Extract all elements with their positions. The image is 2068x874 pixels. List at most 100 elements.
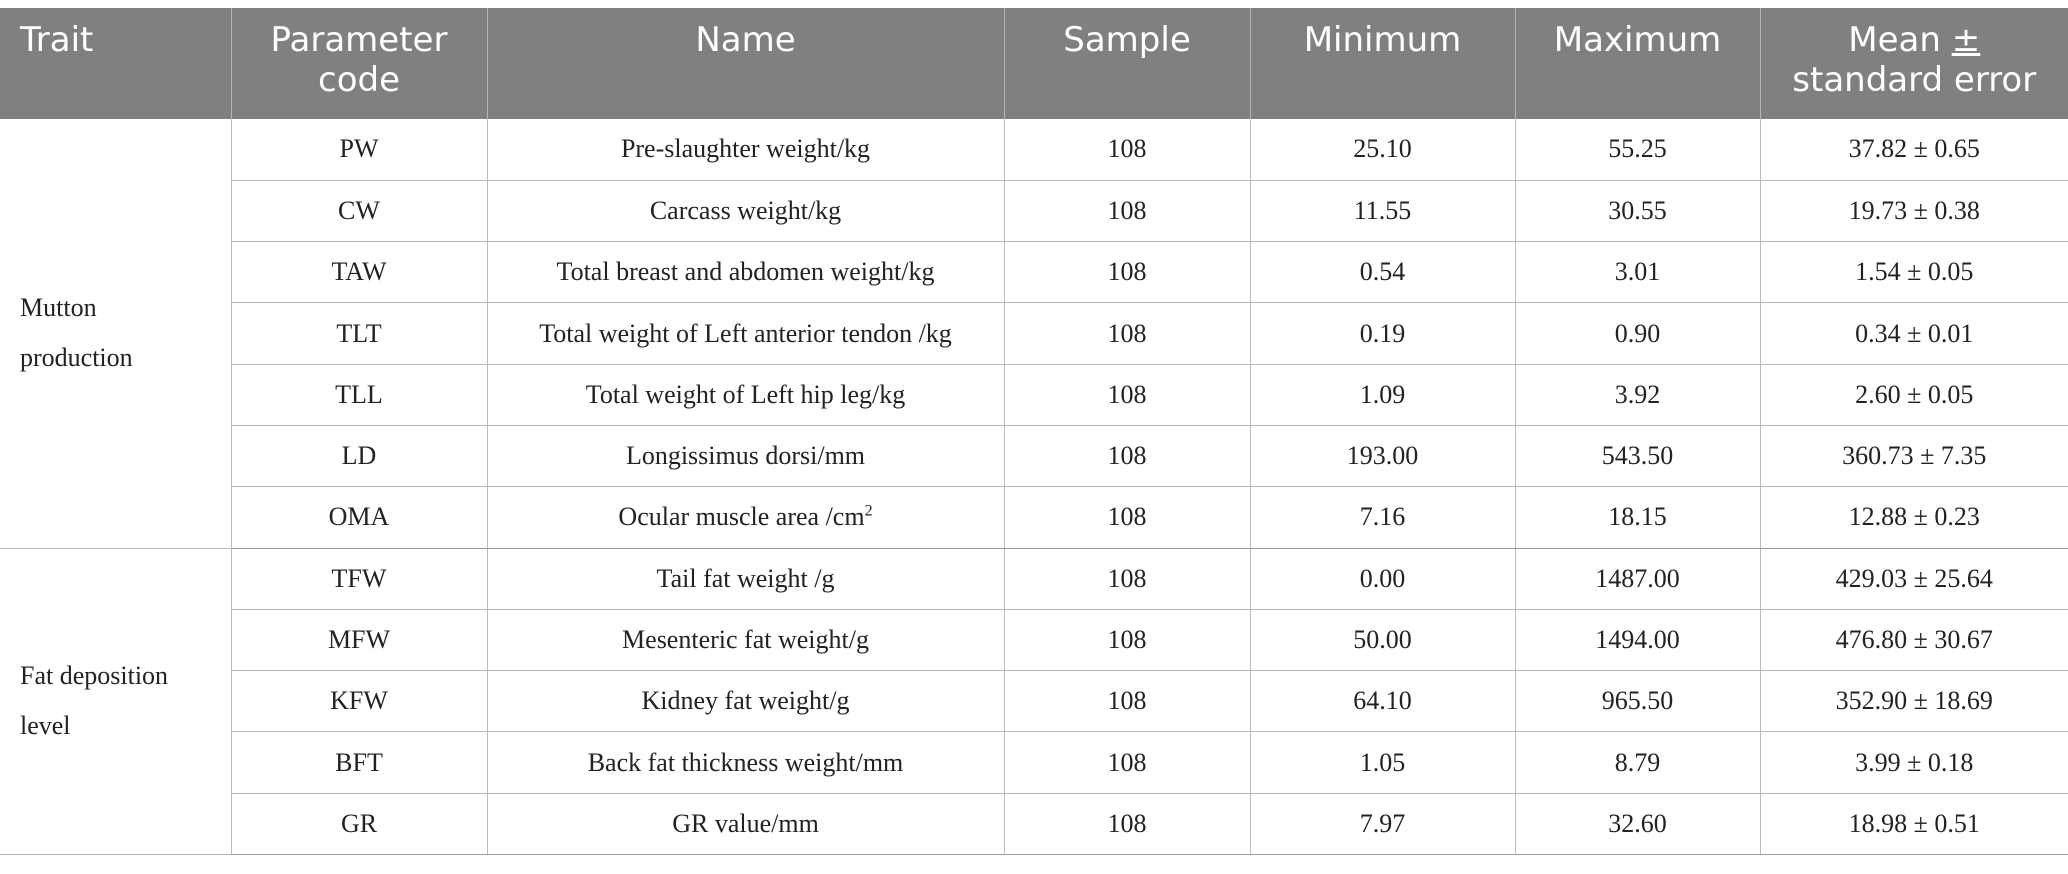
mean-se-cell: 476.80 ± 30.67: [1759, 609, 2068, 672]
maximum-cell-text: 965.50: [1601, 686, 1674, 716]
table-body: Mutton production PW Pre-slaughter weight/k…: [0, 119, 2068, 856]
parameter-code-cell-text: TLL: [335, 379, 383, 409]
parameter-code-cell-text: GR: [340, 808, 378, 838]
sample-cell: 108: [1003, 425, 1250, 488]
parameter-code-cell-text: MFW: [327, 625, 391, 655]
sample-cell: 108: [1003, 180, 1250, 243]
data-table: Trait Parameter code Name Sample Minimum …: [0, 8, 2068, 856]
name-cell: Ocular muscle area /cm2: [486, 486, 1004, 549]
maximum-cell-text: 543.50: [1601, 441, 1674, 471]
minimum-cell-text: 1.09: [1359, 379, 1406, 409]
name-cell-text: Total breast and abdomen weight/kg: [556, 257, 935, 287]
mean-se-cell: 2.60 ± 0.05: [1759, 364, 2068, 426]
mean-se-cell-text: 3.99 ± 0.18: [1855, 747, 1974, 777]
maximum-cell: 32.60: [1514, 793, 1760, 856]
minimum-cell: 11.55: [1249, 180, 1515, 243]
maximum-cell: 965.50: [1514, 670, 1760, 733]
table-row: TLT Total weight of Left anterior tendon …: [0, 302, 2068, 365]
table-row: CW Carcass weight/kg 108 11.55 30.55 19.73 ± …: [0, 180, 2068, 243]
header-mean-se: Mean ± standard error: [1759, 8, 2068, 119]
minimum-cell: 193.00: [1249, 425, 1515, 488]
mean-se-cell: 1.54 ± 0.05: [1759, 241, 2068, 304]
name-cell: Kidney fat weight/g: [486, 670, 1004, 733]
mean-se-cell-text: 37.82 ± 0.65: [1848, 134, 1980, 164]
name-cell: Longissimus dorsi/mm: [486, 425, 1004, 488]
minimum-cell-text: 64.10: [1353, 686, 1412, 716]
table-row: MFW Mesenteric fat weight/g 108 50.00 1494.0…: [0, 609, 2068, 672]
maximum-cell-text: 1494.00: [1595, 625, 1680, 655]
name-cell: Tail fat weight /g: [486, 548, 1004, 610]
header-row: Trait Parameter code Name Sample Minimum …: [0, 8, 2068, 119]
header-parameter-code: Parameter code: [230, 8, 487, 119]
table-header: Trait Parameter code Name Sample Minimum …: [0, 8, 2068, 119]
header-standard-error-label: standard error: [1792, 60, 2037, 100]
name-cell-text: Tail fat weight /g: [656, 563, 835, 593]
parameter-code-cell-text: TLT: [336, 318, 382, 348]
parameter-code-cell-text: TAW: [331, 257, 387, 287]
sample-cell: 108: [1003, 548, 1250, 610]
trait-label-line1: Mutton: [20, 293, 97, 323]
name-cell: Total weight of Left anterior tendon /kg: [486, 302, 1004, 365]
minimum-cell-text: 193.00: [1346, 441, 1419, 471]
name-cell-text: Mesenteric fat weight/g: [622, 625, 869, 655]
header-parameter-code-line2: code: [318, 60, 400, 100]
parameter-code-cell: KFW: [230, 670, 487, 733]
sample-cell: 108: [1003, 364, 1250, 426]
name-cell-text: Longissimus dorsi/mm: [625, 441, 866, 471]
mean-se-cell: 12.88 ± 0.23: [1759, 486, 2068, 549]
sample-cell-text: 108: [1107, 441, 1147, 471]
sample-cell: 108: [1003, 793, 1250, 856]
maximum-cell: 3.92: [1514, 364, 1760, 426]
parameter-code-cell: GR: [230, 793, 487, 856]
table-row: TLL Total weight of Left hip leg/kg 108 1.0…: [0, 364, 2068, 426]
minimum-cell-text: 25.10: [1353, 134, 1412, 164]
sample-cell-text: 108: [1107, 257, 1147, 287]
sample-cell: 108: [1003, 241, 1250, 304]
sample-cell-text: 108: [1107, 808, 1147, 838]
minimum-cell-text: 7.16: [1359, 502, 1406, 532]
mean-se-cell-text: 1.54 ± 0.05: [1855, 257, 1974, 287]
parameter-code-cell: MFW: [230, 609, 487, 672]
header-minimum: Minimum: [1249, 8, 1515, 119]
maximum-cell: 3.01: [1514, 241, 1760, 304]
parameter-code-cell-text: PW: [339, 134, 379, 164]
minimum-cell: 0.00: [1249, 548, 1515, 610]
sample-cell-text: 108: [1107, 563, 1147, 593]
name-cell-text: Carcass weight/kg: [649, 195, 842, 225]
parameter-code-cell-text: KFW: [330, 686, 388, 716]
header-sample: Sample: [1003, 8, 1250, 119]
parameter-code-cell: TFW: [230, 548, 487, 610]
sample-cell: 108: [1003, 670, 1250, 733]
mean-se-cell: 18.98 ± 0.51: [1759, 793, 2068, 856]
maximum-cell: 55.25: [1514, 119, 1760, 181]
name-cell: Mesenteric fat weight/g: [486, 609, 1004, 672]
sample-cell: 108: [1003, 119, 1250, 181]
sample-cell-text: 108: [1107, 686, 1147, 716]
maximum-cell: 1494.00: [1514, 609, 1760, 672]
header-mean-label: Mean: [1848, 20, 1952, 60]
header-parameter-code-line1: Parameter: [270, 20, 448, 60]
table-row: BFT Back fat thickness weight/mm 108 1.05 8.…: [0, 731, 2068, 794]
minimum-cell-text: 0.19: [1359, 318, 1406, 348]
mean-se-cell: 429.03 ± 25.64: [1759, 548, 2068, 610]
table-row: LD Longissimus dorsi/mm 108 193.00 543.50 360…: [0, 425, 2068, 488]
maximum-cell: 1487.00: [1514, 548, 1760, 610]
minimum-cell: 7.16: [1249, 486, 1515, 549]
sample-cell-text: 108: [1107, 318, 1147, 348]
trait-label-line1: Fat deposition: [20, 661, 169, 691]
name-cell-text: Total weight of Left hip leg/kg: [585, 379, 906, 409]
mean-se-cell-text: 352.90 ± 18.69: [1835, 686, 1993, 716]
table-row: TAW Total breast and abdomen weight/kg 108…: [0, 241, 2068, 304]
trait-cell: Fat deposition level: [0, 548, 231, 856]
minimum-cell: 0.19: [1249, 302, 1515, 365]
mean-se-cell-text: 19.73 ± 0.38: [1848, 195, 1980, 225]
mean-se-cell: 37.82 ± 0.65: [1759, 119, 2068, 181]
parameter-code-cell-text: BFT: [335, 747, 383, 777]
minimum-cell: 64.10: [1249, 670, 1515, 733]
name-cell-text: Ocular muscle area /cm: [618, 502, 865, 532]
superscript-unit: 2: [864, 502, 873, 520]
sample-cell-text: 108: [1107, 747, 1147, 777]
maximum-cell: 8.79: [1514, 731, 1760, 794]
mean-se-cell: 0.34 ± 0.01: [1759, 302, 2068, 365]
mean-se-cell: 19.73 ± 0.38: [1759, 180, 2068, 243]
